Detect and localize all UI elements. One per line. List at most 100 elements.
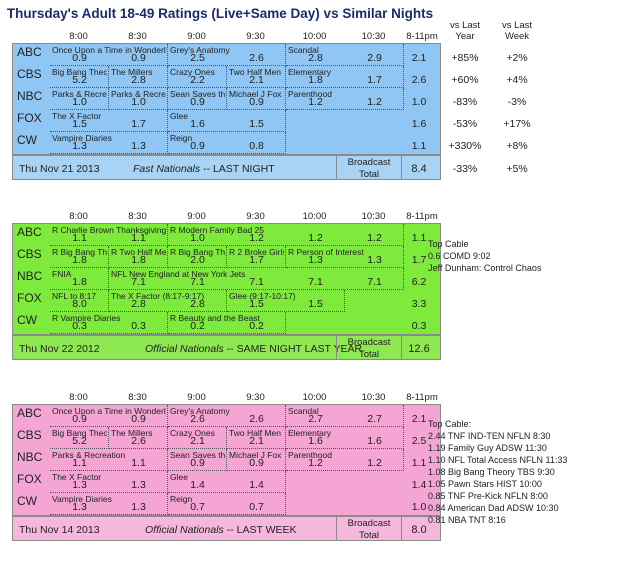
rating-value: 1.6 [367, 435, 382, 447]
show-name: Elementary [288, 67, 331, 77]
rating-value: 2.6 [249, 52, 264, 64]
show-cell: The X Factor 1.5 1.7 [50, 110, 168, 132]
top-cable-line: 1.08 Big Bang Theory TBS 9:30 [428, 467, 555, 477]
network-total: 2.5 [411, 435, 427, 447]
footer-date: Thu Nov 22 2012 [19, 343, 100, 355]
rating-value: 1.2 [367, 96, 382, 108]
network-label: NBC [17, 450, 43, 464]
network-label: CW [17, 313, 37, 327]
network-total: 1.6 [411, 118, 427, 130]
rating-value: 1.1 [131, 232, 146, 244]
network-label: CW [17, 133, 37, 147]
footer-label: Official Nationals -- LAST WEEK [145, 524, 297, 536]
show-name: Michael J Fox Show [229, 89, 284, 99]
show-cell: Two Half Men 2.1 [227, 427, 286, 449]
show-name: Grey's Anatomy [170, 45, 230, 55]
time-header-label: 10:30 [361, 392, 386, 403]
rating-value: 2.8 [131, 74, 146, 86]
time-header-label: 9:30 [246, 31, 265, 42]
show-name: Two Half Men [229, 67, 281, 77]
top-cable-line: 2.44 TNF IND-TEN NFLN 8:30 [428, 431, 551, 441]
rating-value: 2.7 [308, 413, 323, 425]
rating-value: 5.2 [72, 435, 87, 447]
show-cell: Reign 0.7 0.7 [168, 493, 286, 515]
rating-value: 1.1 [72, 232, 87, 244]
rating-value: 1.2 [308, 96, 323, 108]
show-cell: Big Bang Theory5.2 [50, 66, 109, 88]
footer-label-italic: Fast Nationals [133, 163, 201, 175]
section-last-week: 8:00 8:30 9:00 9:30 10:00 10:30 8-11pm ABC Once … [12, 392, 567, 541]
show-name: Crazy Ones [170, 67, 215, 77]
rating-value: 1.3 [131, 479, 146, 491]
top-cable-line: 1.05 Pawn Stars HIST 10:00 [428, 479, 542, 489]
show-name: Reign [170, 494, 193, 504]
rating-value: 2.1 [190, 435, 205, 447]
show-cell: Elementary 1.6 1.6 [286, 427, 404, 449]
rating-value: 5.2 [72, 74, 87, 86]
show-cell: R Person of Interest 1.3 1.3 [286, 246, 404, 268]
top-cable-line: Jeff Dunham: Control Chaos [428, 263, 542, 273]
rating-value: 2.6 [131, 435, 146, 447]
show-name: Reign [170, 133, 193, 143]
show-name: R Two Half Men [111, 247, 166, 257]
footer-date: Thu Nov 14 2013 [19, 524, 100, 536]
network-label: CBS [17, 67, 42, 81]
show-cell: The Millers 2.8 [109, 66, 168, 88]
show-name: Michael J Fox Show [229, 450, 284, 460]
show-name: The X Factor (8:17-9:17) [111, 291, 205, 301]
rating-value: 1.3 [72, 140, 87, 152]
network-label: NBC [17, 269, 43, 283]
broadcast-total-label: Broadcast Total [336, 156, 402, 180]
rating-value: 2.7 [367, 413, 382, 425]
show-name: Once Upon a Time in Wonderland [52, 45, 166, 55]
show-cell: R Vampire Diaries 0.3 0.3 [50, 312, 168, 334]
network-label: CW [17, 494, 37, 508]
show-cell: Glee 1.6 1.5 [168, 110, 286, 132]
rating-value: 0.9 [249, 96, 264, 108]
section-footer: Thu Nov 22 2012 Official Nationals -- SAM… [12, 335, 441, 360]
vs-last-week-value: +2% [506, 52, 528, 64]
show-name: Big Bang Theory [52, 428, 107, 438]
rating-value: 0.9 [190, 140, 205, 152]
rating-value: 1.6 [190, 118, 205, 130]
show-name: NFL to 8:17 [52, 291, 97, 301]
vs-last-week-value: +8% [506, 140, 528, 152]
time-header-label: 8-11pm [406, 211, 438, 222]
show-name: R Person of Interest [288, 247, 364, 257]
rating-value: 1.4 [190, 479, 205, 491]
rating-value: 2.5 [190, 52, 205, 64]
top-cable-notes: Top Cable: 2.44 TNF IND-TEN NFLN 8:30 1.19… [428, 418, 567, 526]
show-name: Vampire Diaries [52, 133, 112, 143]
rating-value: 1.1 [72, 457, 87, 469]
rating-value: 1.5 [249, 298, 264, 310]
time-header-label: 9:00 [187, 211, 206, 222]
show-name: Crazy Ones [170, 428, 215, 438]
vs-last-year-value: -83% [452, 96, 478, 108]
show-name: Parks & Recreation [52, 450, 126, 460]
show-cell: The Millers 2.6 [109, 427, 168, 449]
network-label: NBC [17, 89, 43, 103]
show-cell: R Charlie Brown Thanksgiving 1.1 1.1 [50, 224, 168, 246]
grid-panel: ABC R Charlie Brown Thanksgiving 1.1 1.1 R M… [12, 223, 441, 335]
rating-value: 2.8 [190, 298, 205, 310]
vs-last-year-value: +330% [448, 140, 482, 152]
network-label: CBS [17, 428, 42, 442]
vs-last-year-value: +60% [451, 74, 479, 86]
network-total: 2.1 [411, 52, 427, 64]
time-header-label: 10:00 [302, 31, 327, 42]
section-current: 8:00 8:30 9:00 9:30 10:00 10:30 8-11pm ABC Once … [12, 31, 531, 180]
show-name: Sean Saves the World [170, 450, 225, 460]
time-header-label: 8:00 [69, 31, 88, 42]
broadcast-total-value: 8.4 [411, 163, 427, 175]
footer-label-italic: Official Nationals [145, 343, 224, 355]
rating-value: 7.1 [308, 276, 323, 288]
vs-last-week-value: +17% [503, 118, 531, 130]
rating-value: 0.3 [131, 320, 146, 332]
rating-value: 7.1 [249, 276, 264, 288]
show-cell: NFL New England at New York Jets 7.1 7.1 7.… [109, 268, 404, 290]
footer-label: Official Nationals -- SAME NIGHT LAST YE… [145, 343, 363, 355]
rating-value: 2.8 [131, 298, 146, 310]
